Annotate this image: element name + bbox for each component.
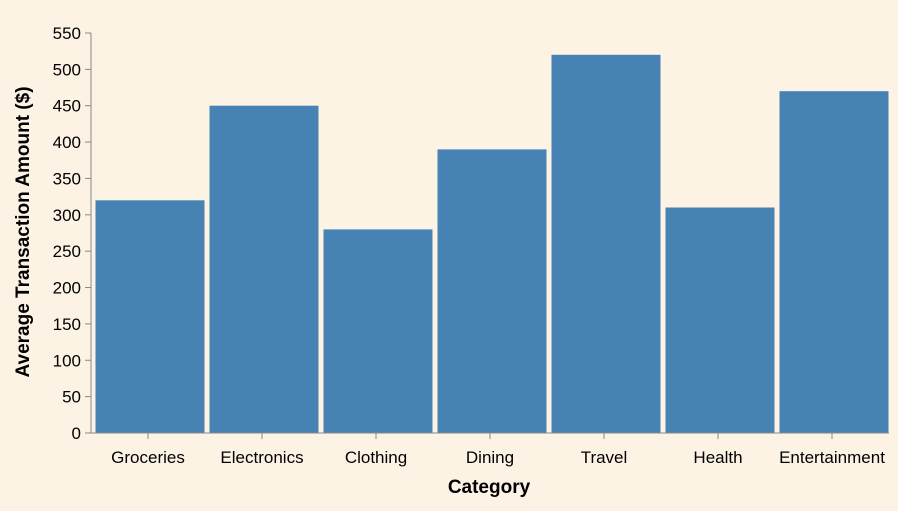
x-tick-label: Dining xyxy=(466,448,514,467)
y-tick-label: 450 xyxy=(53,97,81,116)
y-axis-title: Average Transaction Amount ($) xyxy=(13,86,34,377)
x-axis: Groceries Electronics Clothing Dining Travel… xyxy=(91,432,889,467)
y-tick-label: 50 xyxy=(62,388,81,407)
y-tick-label: 400 xyxy=(53,133,81,152)
y-tick-label: 200 xyxy=(53,279,81,298)
y-tick-label: 500 xyxy=(53,60,81,79)
y-tick-label: 250 xyxy=(53,242,81,261)
bar-health xyxy=(665,207,775,433)
bar-entertainment xyxy=(779,91,889,433)
x-tick-label: Travel xyxy=(581,448,628,467)
x-axis-title: Category xyxy=(448,477,531,498)
x-tick-label: Groceries xyxy=(111,448,185,467)
y-tick-label: 150 xyxy=(53,315,81,334)
y-tick-label: 100 xyxy=(53,351,81,370)
y-tick-label: 550 xyxy=(53,24,81,43)
x-tick-label: Clothing xyxy=(345,448,407,467)
y-tick-label: 300 xyxy=(53,206,81,225)
bar-groceries xyxy=(95,200,205,433)
bar-travel xyxy=(551,54,661,434)
x-tick-label: Health xyxy=(693,448,742,467)
bar-clothing xyxy=(323,229,433,433)
y-tick-label: 350 xyxy=(53,169,81,188)
bar-electronics xyxy=(209,105,319,433)
x-tick-label: Entertainment xyxy=(779,448,885,467)
bar-dining xyxy=(437,149,547,433)
bars-group xyxy=(95,54,889,434)
x-tick-label: Electronics xyxy=(220,448,303,467)
y-axis: 0 50 100 150 200 250 300 350 400 450 500 550 xyxy=(53,24,92,443)
y-tick-label: 0 xyxy=(72,424,81,443)
